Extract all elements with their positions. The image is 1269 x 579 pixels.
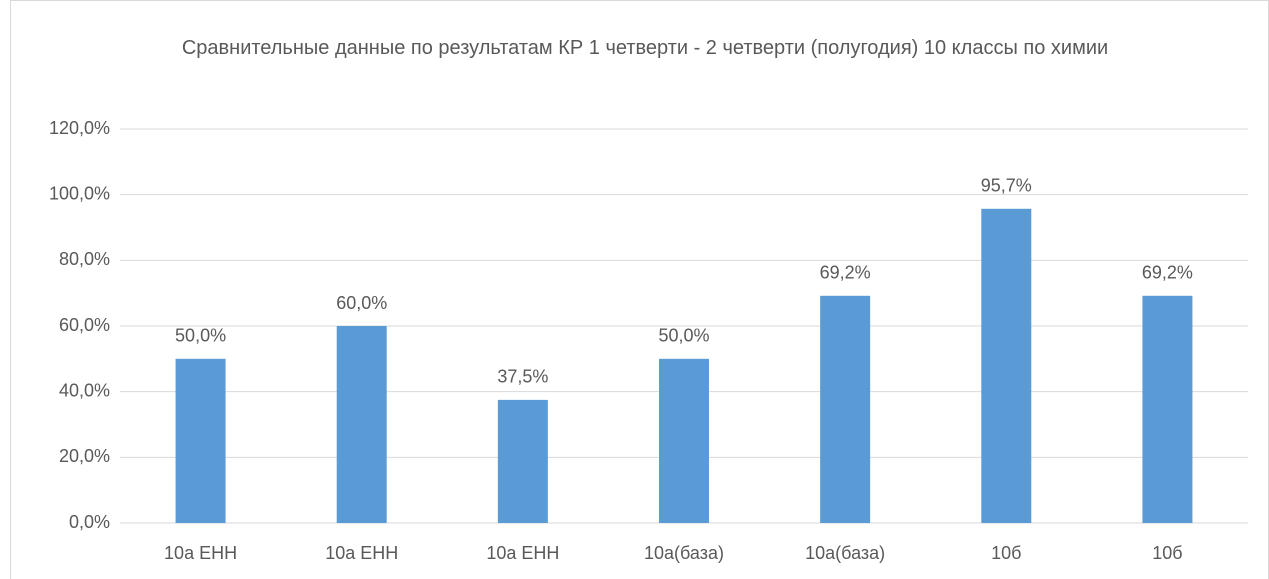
y-tick-label: 80,0% xyxy=(59,249,110,269)
data-label: 69,2% xyxy=(820,263,871,283)
y-tick-label: 20,0% xyxy=(59,446,110,466)
x-tick-label: 10а ЕНН xyxy=(325,543,398,563)
y-tick-label: 100,0% xyxy=(49,183,110,203)
x-tick-label: 10а(база) xyxy=(644,543,724,563)
bar xyxy=(820,295,871,523)
bar xyxy=(175,358,226,523)
y-tick-label: 60,0% xyxy=(59,315,110,335)
x-tick-label: 10б xyxy=(991,543,1021,563)
y-tick-label: 40,0% xyxy=(59,380,110,400)
bar xyxy=(497,399,548,523)
data-label: 69,2% xyxy=(1142,263,1193,283)
x-tick-label: 10б xyxy=(1152,543,1182,563)
data-label: 50,0% xyxy=(175,326,226,346)
bar xyxy=(981,208,1032,523)
data-label: 95,7% xyxy=(981,176,1032,196)
bar xyxy=(659,358,709,523)
x-tick-label: 10а ЕНН xyxy=(164,543,237,563)
data-label: 60,0% xyxy=(336,293,387,313)
chart-title: Сравнительные данные по результатам КР 1… xyxy=(181,37,1109,59)
data-label: 50,0% xyxy=(658,326,709,346)
y-tick-label: 120,0% xyxy=(49,118,110,138)
x-tick-label: 10а(база) xyxy=(805,543,885,563)
y-tick-label: 0,0% xyxy=(69,512,110,532)
x-tick-label: 10а ЕНН xyxy=(486,543,559,563)
data-label: 37,5% xyxy=(497,367,548,387)
bar xyxy=(336,326,387,523)
bar xyxy=(1142,295,1193,523)
